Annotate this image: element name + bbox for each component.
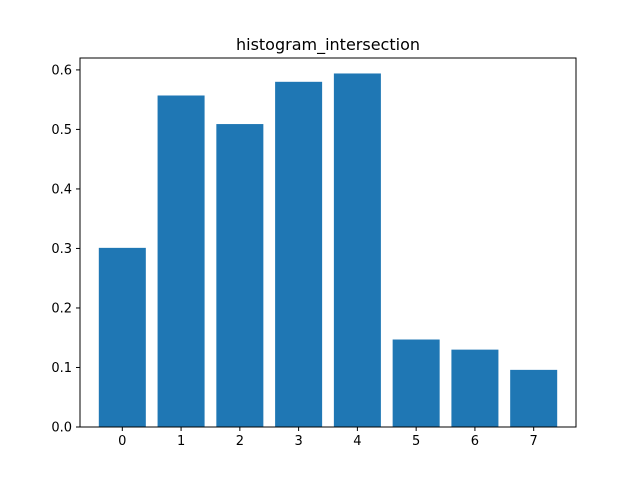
x-tick-label: 3: [294, 434, 302, 449]
y-tick-label: 0.4: [51, 182, 72, 197]
y-tick-label: 0.1: [51, 361, 72, 376]
x-tick-label: 1: [177, 434, 185, 449]
bar-3: [275, 81, 323, 427]
plot-frame: [79, 57, 577, 428]
bar-0: [98, 247, 146, 427]
y-tick-label: 0.3: [51, 242, 72, 257]
bars-group: [98, 73, 558, 428]
x-tick-label: 2: [236, 434, 244, 449]
x-axis: 0 1 2 3 4 5 6 7: [118, 427, 538, 449]
bar-2: [216, 124, 264, 428]
bar-7: [510, 369, 558, 427]
x-tick-label: 5: [412, 434, 420, 449]
chart-title: histogram_intersection: [236, 35, 420, 55]
x-tick-label: 0: [118, 434, 126, 449]
bar-1: [157, 95, 205, 427]
x-tick-label: 7: [530, 434, 538, 449]
y-tick-label: 0.0: [51, 421, 72, 436]
bar-6: [451, 349, 499, 427]
y-tick-label: 0.6: [51, 63, 72, 78]
y-tick-label: 0.2: [51, 301, 72, 316]
x-tick-label: 6: [471, 434, 479, 449]
bar-5: [392, 339, 440, 427]
y-axis: 0.0 0.1 0.2 0.3 0.4 0.5 0.6: [51, 63, 80, 436]
x-tick-label: 4: [353, 434, 361, 449]
bar-4: [333, 73, 381, 428]
y-tick-label: 0.5: [51, 123, 72, 138]
